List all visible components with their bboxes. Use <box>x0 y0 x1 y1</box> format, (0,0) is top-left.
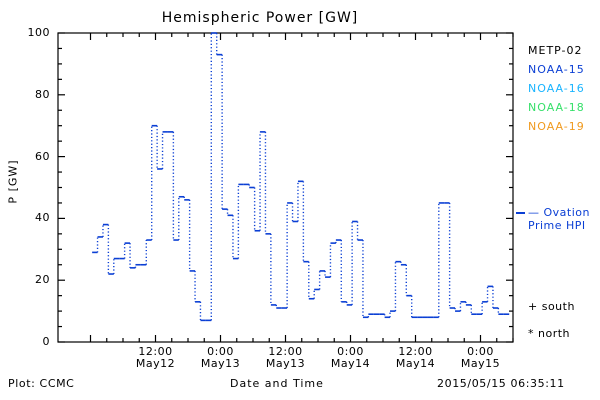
y-tick-label: 0 <box>42 335 50 348</box>
legend-marker-north: * north <box>528 327 571 340</box>
x-tick-label: 12:00 May12 <box>135 345 176 370</box>
y-tick-label: 20 <box>35 273 50 287</box>
data-series-layer <box>92 32 510 322</box>
x-tick-label: 12:00 May14 <box>395 345 436 370</box>
x-axis-label: Date and Time <box>230 377 324 390</box>
legend-entry-metp-02: METP-02 <box>528 44 583 57</box>
chart-title: Hemispheric Power [GW] <box>161 10 359 26</box>
plot-credit: Plot: CCMC <box>8 377 75 390</box>
x-tick-label: 12:00 May13 <box>265 345 306 370</box>
plot-timestamp: 2015/05/15 06:35:11 <box>437 377 565 390</box>
legend-entry-noaa-19: NOAA-19 <box>528 120 585 133</box>
x-tick-label: 0:00 May14 <box>330 345 371 370</box>
axes-frame <box>57 32 514 343</box>
x-tick-label: 0:00 May15 <box>460 345 501 370</box>
y-tick-label: 60 <box>35 149 50 163</box>
plot-frame <box>57 32 514 343</box>
y-tick-label: 80 <box>35 87 50 101</box>
legend-entry-noaa-16: NOAA-16 <box>528 82 585 95</box>
y-tick-label: 100 <box>27 26 50 39</box>
y-tick-label: 40 <box>35 211 50 225</box>
legend-entry-noaa-15: NOAA-15 <box>528 63 585 76</box>
axis-ticks <box>58 32 514 343</box>
ovation-legend-label: — Ovation Prime HPI <box>528 206 590 232</box>
legend-marker-south: + south <box>528 300 575 313</box>
series-NOAA-15 <box>92 32 510 322</box>
x-tick-label: 0:00 May13 <box>200 345 241 370</box>
ovation-legend-line <box>516 212 525 214</box>
legend-entry-noaa-18: NOAA-18 <box>528 101 585 114</box>
